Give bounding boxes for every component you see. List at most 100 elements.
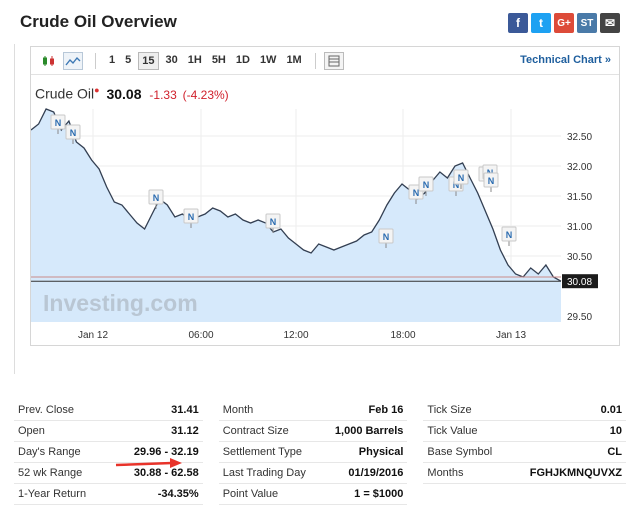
- news-marker: [418, 176, 434, 192]
- instrument-name: Crude Oil: [35, 85, 95, 102]
- news-marker-label: N: [453, 180, 460, 190]
- timeframe-1m[interactable]: 1M: [286, 53, 302, 66]
- price-change-pct: (-4.23%): [182, 87, 229, 102]
- y-tick-label: 30.50: [567, 252, 592, 263]
- stat-value: 30.88 - 62.58: [133, 467, 199, 479]
- timeframe-30[interactable]: 30: [165, 53, 178, 66]
- stat-value: 1 = $1000: [354, 488, 404, 500]
- stat-value: Feb 16: [368, 404, 404, 416]
- news-marker-label: N: [383, 232, 390, 242]
- news-marker-label: N: [506, 230, 513, 240]
- news-marker: [65, 124, 81, 140]
- stat-label: Month: [222, 404, 254, 416]
- last-price: 30.08: [106, 85, 142, 102]
- news-marker-label: N: [413, 188, 420, 198]
- stat-label: Point Value: [222, 488, 279, 500]
- facebook-icon[interactable]: f: [508, 13, 528, 33]
- stats-row: 52 wk Range 30.88 - 62.58: [14, 463, 203, 484]
- stats-row: Day's Range 29.96 - 32.19: [14, 442, 203, 463]
- news-marker-label: N: [70, 128, 77, 138]
- google-plus-icon[interactable]: G+: [554, 13, 574, 33]
- stats-column: Prev. Close 31.41 Open 31.12 Day's Range 29.9…: [14, 400, 203, 505]
- stats-row: Settlement Type Physical: [218, 442, 408, 463]
- price-chart[interactable]: Investing.com 32.50 32.00 31.50 31.00 30.50 29…: [31, 47, 619, 345]
- stat-value: 31.12: [171, 425, 199, 437]
- timeframe-1w[interactable]: 1W: [259, 53, 277, 66]
- timeframe-5[interactable]: 5: [125, 53, 132, 66]
- news-marker: [183, 208, 199, 224]
- news-marker-label: N: [188, 212, 195, 222]
- news-marker-label: N: [488, 176, 495, 186]
- news-marker-label: N: [153, 193, 160, 203]
- timeframe-1[interactable]: 1: [109, 53, 116, 66]
- news-marker-label: N: [55, 118, 62, 128]
- stats-column: Month Feb 16 Contract Size 1,000 Barrels Set…: [218, 400, 408, 505]
- stat-value: CL: [607, 446, 623, 458]
- share-bar: f t G+ ST ✉: [508, 13, 620, 33]
- stat-label: Contract Size: [222, 425, 289, 437]
- technical-chart-link[interactable]: Technical Chart »: [520, 54, 611, 66]
- candlestick-icon[interactable]: [39, 52, 59, 70]
- news-marker: [148, 189, 164, 205]
- twitter-icon[interactable]: t: [531, 13, 551, 33]
- last-price-tag-label: 30.08: [567, 277, 592, 288]
- stat-value: 01/19/2016: [348, 467, 404, 479]
- news-marker: [378, 228, 394, 244]
- news-marker: [453, 169, 469, 185]
- news-marker-label: N: [458, 173, 465, 183]
- y-tick-label: 29.50: [567, 312, 592, 323]
- stats-row: Contract Size 1,000 Barrels: [218, 421, 408, 442]
- stat-value: -34.35%: [157, 488, 199, 500]
- stat-label: Settlement Type: [222, 446, 302, 458]
- stats-row: Month Feb 16: [218, 400, 408, 421]
- stat-label: 52 wk Range: [18, 467, 83, 479]
- stat-value: 0.01: [600, 404, 623, 416]
- y-tick-label: 32.50: [567, 132, 592, 143]
- price-area: [31, 109, 561, 322]
- stats-row: Base Symbol CL: [423, 442, 627, 463]
- line-chart-icon[interactable]: [63, 51, 83, 70]
- stat-label: Base Symbol: [427, 446, 493, 458]
- x-tick-label: 12:00: [283, 330, 308, 341]
- stat-value: FGHJKMNQUVXZ: [529, 467, 623, 479]
- x-tick-label: 06:00: [188, 330, 213, 341]
- price-change: -1.33: [149, 87, 177, 102]
- chart-panel: 1 5 15 30 1H 5H 1D 1W 1M Technical Chart » Crude…: [30, 46, 620, 346]
- red-arrow-annotation: [115, 458, 182, 468]
- x-tick-label: Jan 13: [496, 330, 526, 341]
- stats-row: Prev. Close 31.41: [14, 400, 203, 421]
- stat-value: 31.41: [171, 404, 199, 416]
- timeframe-5h[interactable]: 5H: [211, 53, 226, 66]
- stat-value: 10: [609, 425, 623, 437]
- stat-label: Day's Range: [18, 446, 81, 458]
- quote-header: Crude Oil● 30.08 -1.33 (-4.23%): [35, 85, 229, 102]
- stats-row: Tick Value 10: [423, 421, 627, 442]
- stat-value: Physical: [358, 446, 404, 458]
- stat-label: Tick Value: [427, 425, 478, 437]
- stat-label: Open: [18, 425, 45, 437]
- page-title: Crude Oil Overview: [20, 12, 177, 31]
- x-tick-label: Jan 12: [78, 330, 108, 341]
- realtime-star-icon: ●: [94, 85, 100, 95]
- last-price-tag: [562, 274, 598, 289]
- news-marker: [483, 172, 499, 188]
- timeframe-1h[interactable]: 1H: [187, 53, 202, 66]
- divider: [95, 52, 96, 69]
- table-view-icon[interactable]: [323, 51, 344, 70]
- stat-value: 1,000 Barrels: [334, 425, 404, 437]
- stat-label: Tick Size: [427, 404, 472, 416]
- news-marker: [501, 226, 517, 242]
- news-marker-label: N: [423, 180, 430, 190]
- price-line: [31, 108, 562, 282]
- y-tick-label: 31.00: [567, 222, 592, 233]
- timeframe-15[interactable]: 15: [138, 51, 159, 70]
- y-tick-label: 32.00: [567, 162, 592, 173]
- email-icon[interactable]: ✉: [600, 13, 620, 33]
- timeframe-1d[interactable]: 1D: [235, 53, 250, 66]
- stats-row: Last Trading Day 01/19/2016: [218, 463, 408, 484]
- divider: [314, 52, 316, 69]
- stats-row: Point Value 1 = $1000: [218, 484, 408, 505]
- news-marker: [50, 114, 66, 130]
- stocktwits-icon[interactable]: ST: [577, 13, 597, 33]
- stats-row: Open 31.12: [14, 421, 203, 442]
